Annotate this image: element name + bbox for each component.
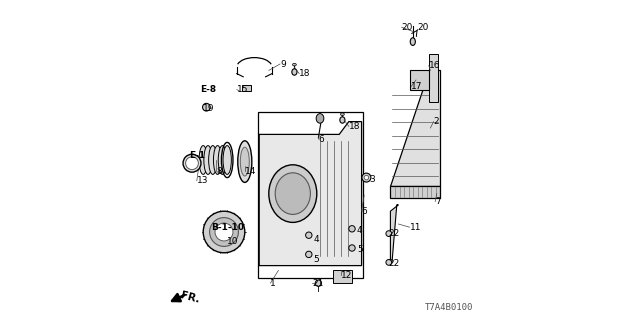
Circle shape <box>186 157 198 170</box>
Ellipse shape <box>292 63 296 66</box>
Text: 15: 15 <box>237 85 248 94</box>
Text: 18: 18 <box>300 69 310 78</box>
Bar <box>242 85 251 91</box>
Text: 20: 20 <box>418 23 429 32</box>
Text: B-1-10: B-1-10 <box>211 223 244 232</box>
Text: 13: 13 <box>197 176 208 185</box>
Text: 2: 2 <box>434 117 439 126</box>
Text: 7: 7 <box>435 197 441 206</box>
Circle shape <box>315 280 321 286</box>
Circle shape <box>386 260 392 265</box>
Text: 6: 6 <box>319 135 324 144</box>
Circle shape <box>210 218 239 246</box>
Bar <box>258 112 364 278</box>
Text: 14: 14 <box>245 167 256 176</box>
Ellipse shape <box>410 38 415 45</box>
Circle shape <box>202 103 210 111</box>
Text: 12: 12 <box>340 271 352 280</box>
Text: 5: 5 <box>314 255 319 264</box>
Text: 6: 6 <box>362 207 367 216</box>
Ellipse shape <box>199 146 207 174</box>
Ellipse shape <box>340 117 345 123</box>
Circle shape <box>306 232 312 238</box>
Ellipse shape <box>237 141 252 182</box>
Text: E-1: E-1 <box>189 151 205 160</box>
Ellipse shape <box>209 146 217 174</box>
Ellipse shape <box>241 147 250 176</box>
Circle shape <box>306 251 312 258</box>
Text: FR.: FR. <box>179 290 200 305</box>
Polygon shape <box>390 70 440 186</box>
Text: 3: 3 <box>370 175 375 184</box>
Polygon shape <box>390 205 398 262</box>
Text: 10: 10 <box>227 237 239 246</box>
Circle shape <box>349 245 355 251</box>
Bar <box>429 54 438 102</box>
Text: 17: 17 <box>412 82 422 91</box>
Ellipse shape <box>269 165 317 222</box>
Ellipse shape <box>223 146 232 174</box>
Polygon shape <box>390 186 440 198</box>
Text: E-8: E-8 <box>200 85 216 94</box>
Text: 19: 19 <box>204 104 214 113</box>
Ellipse shape <box>292 69 297 75</box>
Text: 22: 22 <box>388 229 400 238</box>
Circle shape <box>349 226 355 232</box>
Text: 18: 18 <box>349 122 360 131</box>
Ellipse shape <box>214 146 222 174</box>
Ellipse shape <box>204 146 212 174</box>
Polygon shape <box>259 122 362 266</box>
Ellipse shape <box>218 146 227 174</box>
Text: 11: 11 <box>410 223 421 232</box>
Bar <box>333 270 352 283</box>
Text: 4: 4 <box>357 226 362 235</box>
Circle shape <box>215 223 233 241</box>
Text: T7A4B0100: T7A4B0100 <box>425 303 474 312</box>
Circle shape <box>183 154 201 172</box>
Ellipse shape <box>340 113 344 116</box>
Ellipse shape <box>316 114 324 123</box>
Text: 9: 9 <box>280 60 285 68</box>
Ellipse shape <box>275 173 310 214</box>
Circle shape <box>386 231 392 236</box>
Circle shape <box>204 211 245 253</box>
Text: 20: 20 <box>402 23 413 32</box>
Text: 1: 1 <box>270 279 276 288</box>
Text: 8: 8 <box>216 167 221 176</box>
Circle shape <box>364 175 369 180</box>
Text: 4: 4 <box>314 236 319 244</box>
Circle shape <box>362 173 371 182</box>
Text: 5: 5 <box>357 245 362 254</box>
Text: 22: 22 <box>388 260 400 268</box>
Text: 21: 21 <box>312 279 323 288</box>
Polygon shape <box>410 70 429 90</box>
Text: 16: 16 <box>429 61 440 70</box>
